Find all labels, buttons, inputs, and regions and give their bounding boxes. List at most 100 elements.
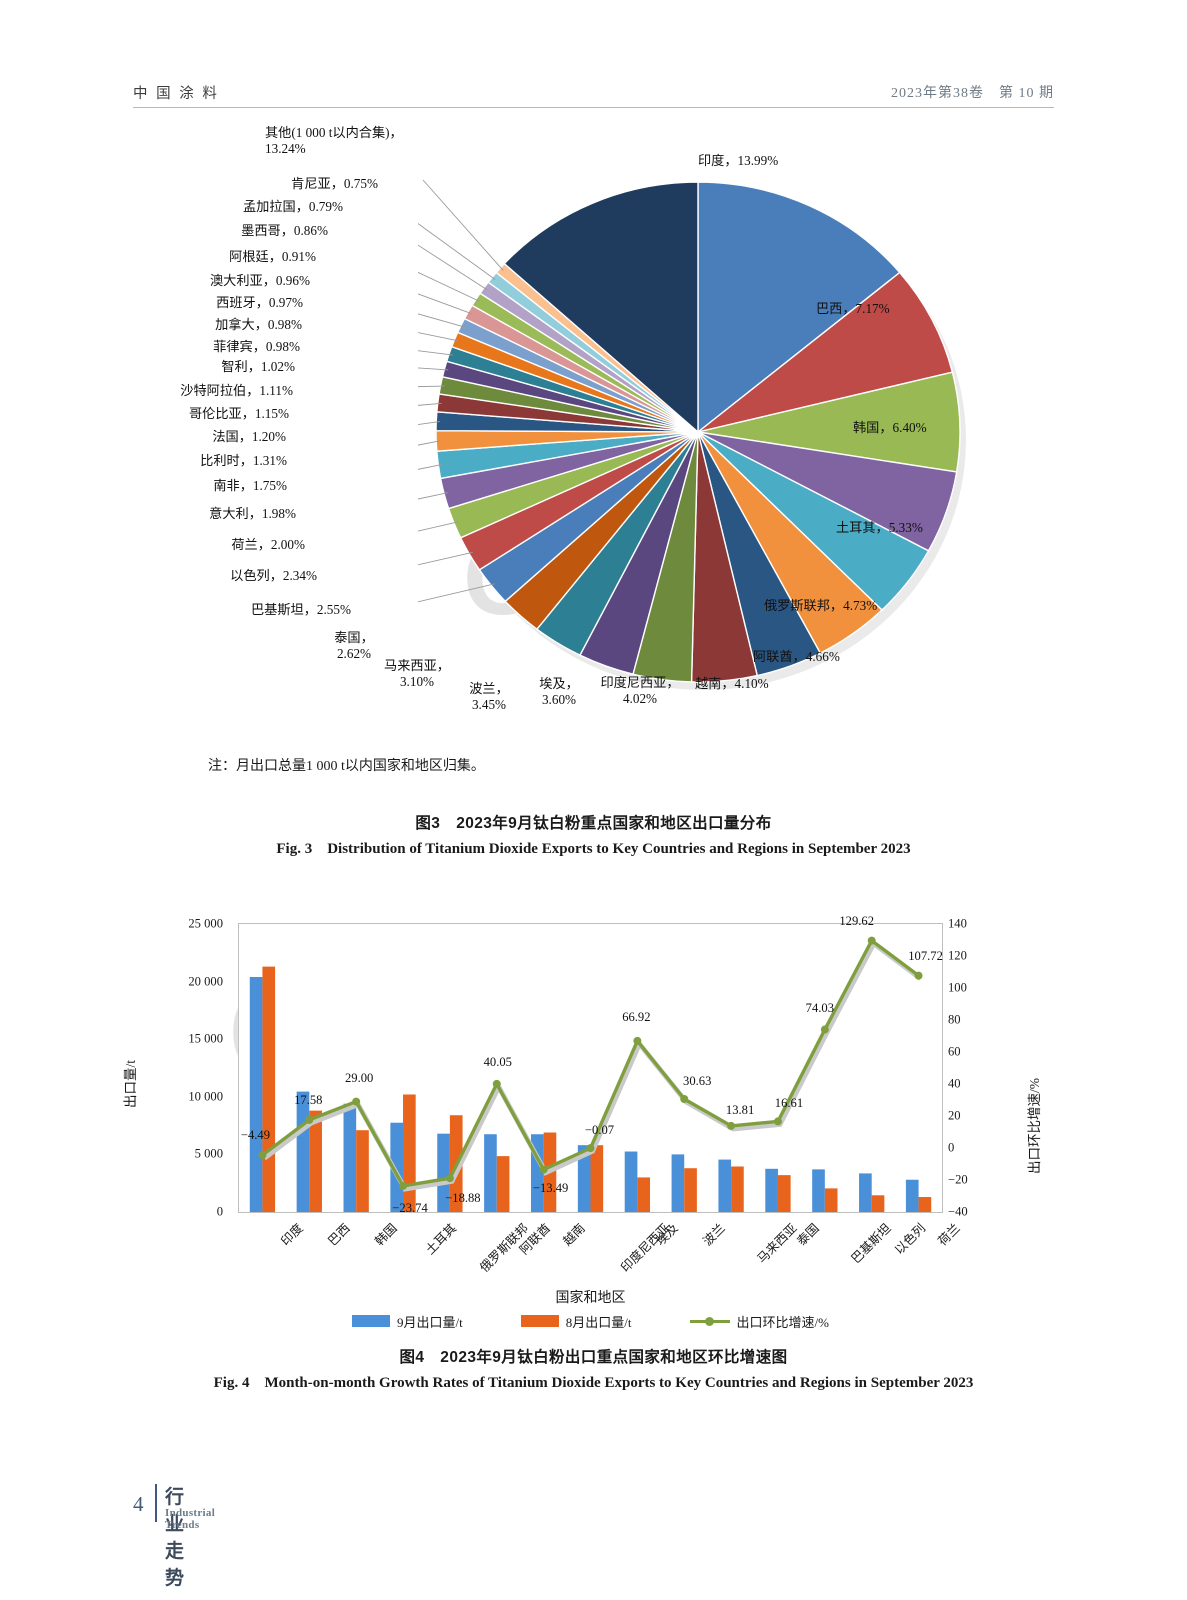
chart-bar[interactable] xyxy=(577,1145,591,1212)
chart-bar[interactable] xyxy=(624,1151,638,1212)
pie-label-other-line1: 其他(1 000 t以内合集)， xyxy=(265,125,403,140)
x-category-label: 越南 xyxy=(560,1221,588,1249)
pie-label-netherlands: 荷兰，2.00% xyxy=(231,537,305,552)
pie-svg xyxy=(418,179,966,690)
pie-label-indonesia: 印度尼西亚， 4.02% xyxy=(588,675,692,707)
x-category-label: 韩国 xyxy=(372,1221,400,1249)
pie-label-australia: 澳大利亚，0.96% xyxy=(209,273,310,288)
line-marker[interactable] xyxy=(773,1117,782,1126)
pie-slice[interactable] xyxy=(697,181,901,434)
pie-leader-line xyxy=(418,350,453,356)
y-tick-right: 140 xyxy=(948,916,967,931)
pie-chart xyxy=(418,160,978,720)
chart-bar[interactable] xyxy=(859,1173,872,1212)
pie-label-kenya: 肯尼亚，0.75% xyxy=(291,176,378,191)
chart-bar[interactable] xyxy=(590,1145,604,1212)
line-marker[interactable] xyxy=(352,1097,361,1106)
pie-leader-line xyxy=(418,440,441,446)
line-marker[interactable] xyxy=(492,1079,501,1088)
pie-label-egypt-line1: 埃及， xyxy=(539,676,579,691)
line-marker[interactable] xyxy=(867,936,876,945)
pie-label-korea: 韩国，6.40% xyxy=(853,420,927,435)
line-data-label: 66.92 xyxy=(622,1009,651,1024)
pie-slice[interactable] xyxy=(503,181,699,434)
chart-bar[interactable] xyxy=(777,1175,791,1212)
legend-item-sep[interactable]: 9月出口量/t xyxy=(352,1312,463,1331)
line-marker[interactable] xyxy=(258,1151,267,1160)
chart-bar[interactable] xyxy=(309,1110,322,1212)
y-tick-left: 20 000 xyxy=(188,974,223,989)
pie-leader-line xyxy=(418,551,473,566)
pie-label-uae: 阿联酋，4.66% xyxy=(753,649,840,664)
line-marker[interactable] xyxy=(633,1036,642,1045)
line-marker[interactable] xyxy=(914,971,923,980)
legend-label-sep: 9月出口量/t xyxy=(397,1314,463,1330)
chart-bar[interactable] xyxy=(765,1168,778,1212)
chart-bar[interactable] xyxy=(390,1122,404,1212)
pie-label-belgium: 比利时，1.31% xyxy=(200,453,287,468)
chart-bar[interactable] xyxy=(437,1133,450,1212)
line-marker[interactable] xyxy=(445,1174,454,1183)
line-data-label: 30.63 xyxy=(683,1073,712,1088)
line-data-label: 29.00 xyxy=(344,1070,374,1085)
pie-label-malaysia-line1: 马来西亚， xyxy=(384,658,450,673)
chart-bar[interactable] xyxy=(262,966,276,1212)
bar-chart-plot-area xyxy=(238,923,943,1213)
chart-bar[interactable] xyxy=(356,1130,369,1212)
header-divider xyxy=(133,107,1054,108)
pie-label-philippines: 菲律宾，0.98% xyxy=(213,339,300,354)
pie-leader-line xyxy=(418,521,458,532)
line-data-label: 129.62 xyxy=(839,913,875,928)
line-data-label: 40.05 xyxy=(483,1054,512,1069)
line-marker[interactable] xyxy=(305,1115,314,1124)
x-category-label: 荷兰 xyxy=(934,1221,963,1249)
chart-bar[interactable] xyxy=(496,1156,510,1212)
x-category-label: 马来西亚 xyxy=(754,1221,800,1267)
pie-slice[interactable] xyxy=(697,271,954,433)
x-category-label: 巴基斯坦 xyxy=(848,1221,894,1267)
chart-bar[interactable] xyxy=(918,1197,932,1212)
line-data-label: 13.81 xyxy=(725,1102,755,1117)
chart-bar[interactable] xyxy=(296,1091,310,1212)
chart-bar[interactable] xyxy=(671,1154,685,1212)
figure-4-caption-cn: 图4 2023年9月钛白粉出口重点国家和地区环比增速图 xyxy=(399,1349,788,1366)
pie-label-other-line2: 13.24% xyxy=(265,141,306,157)
chart-bar[interactable] xyxy=(684,1168,697,1212)
x-category-label: 泰国 xyxy=(794,1221,822,1249)
chart-bar[interactable] xyxy=(343,1103,357,1212)
line-marker[interactable] xyxy=(680,1094,689,1103)
line-marker[interactable] xyxy=(539,1165,548,1174)
line-data-label: 17.58 xyxy=(294,1092,323,1107)
chart-bar[interactable] xyxy=(484,1134,497,1212)
legend-swatch-sep xyxy=(352,1315,391,1327)
y-tick-left: 10 000 xyxy=(188,1089,223,1104)
x-category-label: 以色列 xyxy=(891,1221,928,1258)
chart-bar[interactable] xyxy=(731,1166,744,1212)
legend-label-growth: 出口环比增速/% xyxy=(736,1314,829,1330)
chart-bar[interactable] xyxy=(824,1188,838,1212)
legend-swatch-growth xyxy=(689,1315,730,1327)
pie-leader-line xyxy=(418,293,472,315)
pie-leader-line xyxy=(422,179,504,271)
chart-bar[interactable] xyxy=(637,1177,651,1212)
line-marker[interactable] xyxy=(727,1121,736,1130)
chart-bar[interactable] xyxy=(871,1195,885,1212)
chart-bar[interactable] xyxy=(403,1094,416,1212)
line-marker[interactable] xyxy=(820,1025,829,1034)
chart-bar[interactable] xyxy=(812,1169,825,1212)
figure-3-note: 注：月出口总量1 000 t以内国家和地区归集。 xyxy=(208,759,485,774)
footer-section-en: Industrial Trends xyxy=(165,1507,216,1531)
line-marker[interactable] xyxy=(399,1181,408,1190)
chart-bar[interactable] xyxy=(718,1159,732,1212)
legend-item-growth[interactable]: 出口环比增速/% xyxy=(689,1312,829,1331)
y-tick-right: −40 xyxy=(948,1204,968,1219)
y-axis-right-ticks: −40 −20 0 20 40 60 80 100 120 140 xyxy=(948,917,994,1219)
pie-label-poland-line1: 波兰， xyxy=(469,681,509,696)
chart-bar[interactable] xyxy=(249,976,263,1212)
pie-leader-line xyxy=(418,583,495,603)
journal-name: 中 国 涂 料 xyxy=(133,86,220,102)
pie-label-thailand-line2: 2.62% xyxy=(336,646,372,662)
legend-item-aug[interactable]: 8月出口量/t xyxy=(520,1312,632,1331)
line-marker[interactable] xyxy=(586,1144,595,1153)
chart-bar[interactable] xyxy=(905,1179,919,1212)
